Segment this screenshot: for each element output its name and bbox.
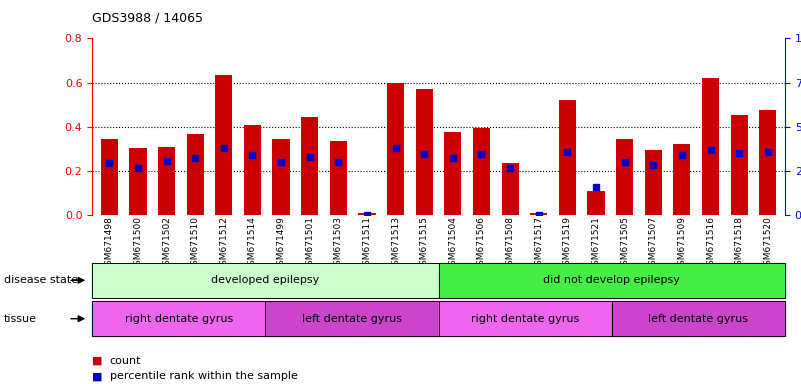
Point [475, 151, 488, 157]
Bar [330, 141, 347, 215]
Text: left dentate gyrus: left dentate gyrus [648, 314, 748, 324]
Bar [702, 78, 719, 215]
Point [618, 159, 631, 165]
Point [217, 145, 230, 151]
Bar [731, 114, 748, 215]
Bar [187, 134, 203, 215]
Bar [587, 191, 605, 215]
Bar [416, 89, 433, 215]
Text: ■: ■ [92, 356, 103, 366]
Point [704, 147, 717, 153]
Point [275, 159, 288, 165]
Bar [530, 213, 547, 215]
Point [504, 164, 517, 170]
Point [160, 158, 173, 164]
Bar [616, 139, 634, 215]
Bar [674, 144, 690, 215]
Text: GDS3988 / 14065: GDS3988 / 14065 [92, 12, 203, 25]
Bar [358, 213, 376, 215]
Point [304, 154, 316, 160]
Point [647, 162, 660, 169]
Point [561, 149, 574, 155]
Text: count: count [110, 356, 141, 366]
Text: right dentate gyrus: right dentate gyrus [125, 314, 233, 324]
Bar [501, 163, 519, 215]
Point [246, 152, 259, 159]
Text: developed epilepsy: developed epilepsy [211, 275, 320, 285]
Point [360, 212, 373, 218]
Bar [445, 132, 461, 215]
Bar [215, 75, 232, 215]
Text: tissue: tissue [4, 314, 37, 324]
Text: did not develop epilepsy: did not develop epilepsy [543, 275, 680, 285]
Bar [473, 128, 490, 215]
Point [675, 152, 688, 159]
Point [103, 160, 115, 166]
Point [131, 164, 144, 170]
Bar [272, 139, 290, 215]
Point [446, 154, 459, 161]
Bar [244, 124, 261, 215]
Text: disease state: disease state [4, 275, 78, 285]
Point [533, 212, 545, 218]
Point [590, 184, 602, 190]
Point [389, 145, 402, 151]
Bar [158, 147, 175, 215]
Point [418, 151, 431, 157]
Point [189, 154, 202, 161]
Bar [645, 150, 662, 215]
Bar [301, 117, 318, 215]
Bar [129, 148, 147, 215]
Point [332, 159, 344, 165]
Text: ■: ■ [92, 371, 103, 381]
Bar [559, 100, 576, 215]
Text: right dentate gyrus: right dentate gyrus [471, 314, 579, 324]
Bar [759, 110, 776, 215]
Bar [101, 139, 118, 215]
Text: percentile rank within the sample: percentile rank within the sample [110, 371, 298, 381]
Point [733, 150, 746, 156]
Bar [387, 83, 405, 215]
Text: left dentate gyrus: left dentate gyrus [302, 314, 402, 324]
Point [762, 149, 775, 155]
